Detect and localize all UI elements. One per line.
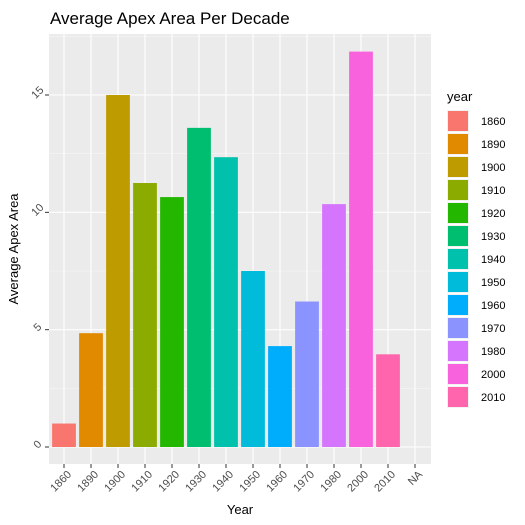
legend-swatch-1930 <box>448 226 468 246</box>
legend-swatch-1950 <box>448 272 468 292</box>
y-tick-label: 0 <box>31 438 44 451</box>
x-tick-label: 2000 <box>345 469 371 495</box>
legend-swatch-1940 <box>448 249 468 269</box>
x-tick-label: NA <box>406 468 426 488</box>
bar-1950 <box>241 271 265 447</box>
bar-1970 <box>295 301 319 447</box>
x-axis-ticks: 1860 1890 1900 1910 1920 1930 1940 1950 1960 1970… <box>48 464 426 495</box>
bars <box>52 51 400 448</box>
bar-1900 <box>106 95 130 448</box>
bar-2000 <box>349 51 373 448</box>
x-tick-label: 1950 <box>237 469 263 495</box>
legend-label: 2010 <box>481 392 505 404</box>
x-tick-label: 1980 <box>318 469 344 495</box>
legend: year 1860 1890 1900 1910 1920 1930 1940 1950 196… <box>447 89 505 408</box>
legend-label: 1950 <box>481 277 505 289</box>
legend-swatch-1910 <box>448 180 468 200</box>
x-tick-label: 1940 <box>210 469 236 495</box>
legend-swatch-1960 <box>448 295 468 315</box>
legend-swatch-1980 <box>448 341 468 361</box>
bar-1930 <box>187 127 211 447</box>
legend-label: 1920 <box>481 208 505 220</box>
chart-title: Average Apex Area Per Decade <box>50 9 290 28</box>
legend-title: year <box>447 89 473 104</box>
x-tick-label: 1900 <box>102 469 128 495</box>
bar-1980 <box>322 204 346 447</box>
legend-label: 1930 <box>481 231 505 243</box>
legend-swatch-1920 <box>448 203 468 223</box>
legend-label: 1960 <box>481 300 505 312</box>
legend-label: 1980 <box>481 346 505 358</box>
legend-label: 1900 <box>481 162 505 174</box>
legend-swatch-2010 <box>448 387 468 407</box>
bar-2010 <box>376 354 400 447</box>
legend-swatch-1970 <box>448 318 468 338</box>
legend-label: 1890 <box>481 139 505 151</box>
legend-swatch-1900 <box>448 157 468 177</box>
y-tick-label: 10 <box>29 202 46 219</box>
legend-label: 1860 <box>481 116 505 128</box>
x-tick-label: 1860 <box>48 469 74 495</box>
legend-label: 1910 <box>481 185 505 197</box>
x-tick-label: 1910 <box>129 469 155 495</box>
legend-label: 1940 <box>481 254 505 266</box>
bar-1940 <box>214 157 238 447</box>
y-tick-label: 15 <box>29 84 46 101</box>
y-tick-label: 5 <box>31 321 44 334</box>
bar-1960 <box>268 346 292 447</box>
legend-label: 2000 <box>481 369 505 381</box>
bar-1890 <box>79 333 103 447</box>
x-tick-label: 1920 <box>156 469 182 495</box>
bar-1920 <box>160 197 184 447</box>
bar-1860 <box>52 423 76 447</box>
legend-swatch-1890 <box>448 134 468 154</box>
x-tick-label: 2010 <box>372 469 398 495</box>
x-tick-label: 1970 <box>291 469 317 495</box>
legend-swatch-2000 <box>448 364 468 384</box>
x-tick-label: 1930 <box>183 469 209 495</box>
legend-label: 1970 <box>481 323 505 335</box>
y-axis-ticks: 0 5 10 15 <box>29 84 49 451</box>
legend-swatch-1860 <box>448 111 468 131</box>
bar-1910 <box>133 183 157 447</box>
y-axis-title: Average Apex Area <box>6 193 21 305</box>
x-tick-label: 1960 <box>264 469 290 495</box>
x-axis-title: Year <box>227 502 254 517</box>
x-tick-label: 1890 <box>75 469 101 495</box>
